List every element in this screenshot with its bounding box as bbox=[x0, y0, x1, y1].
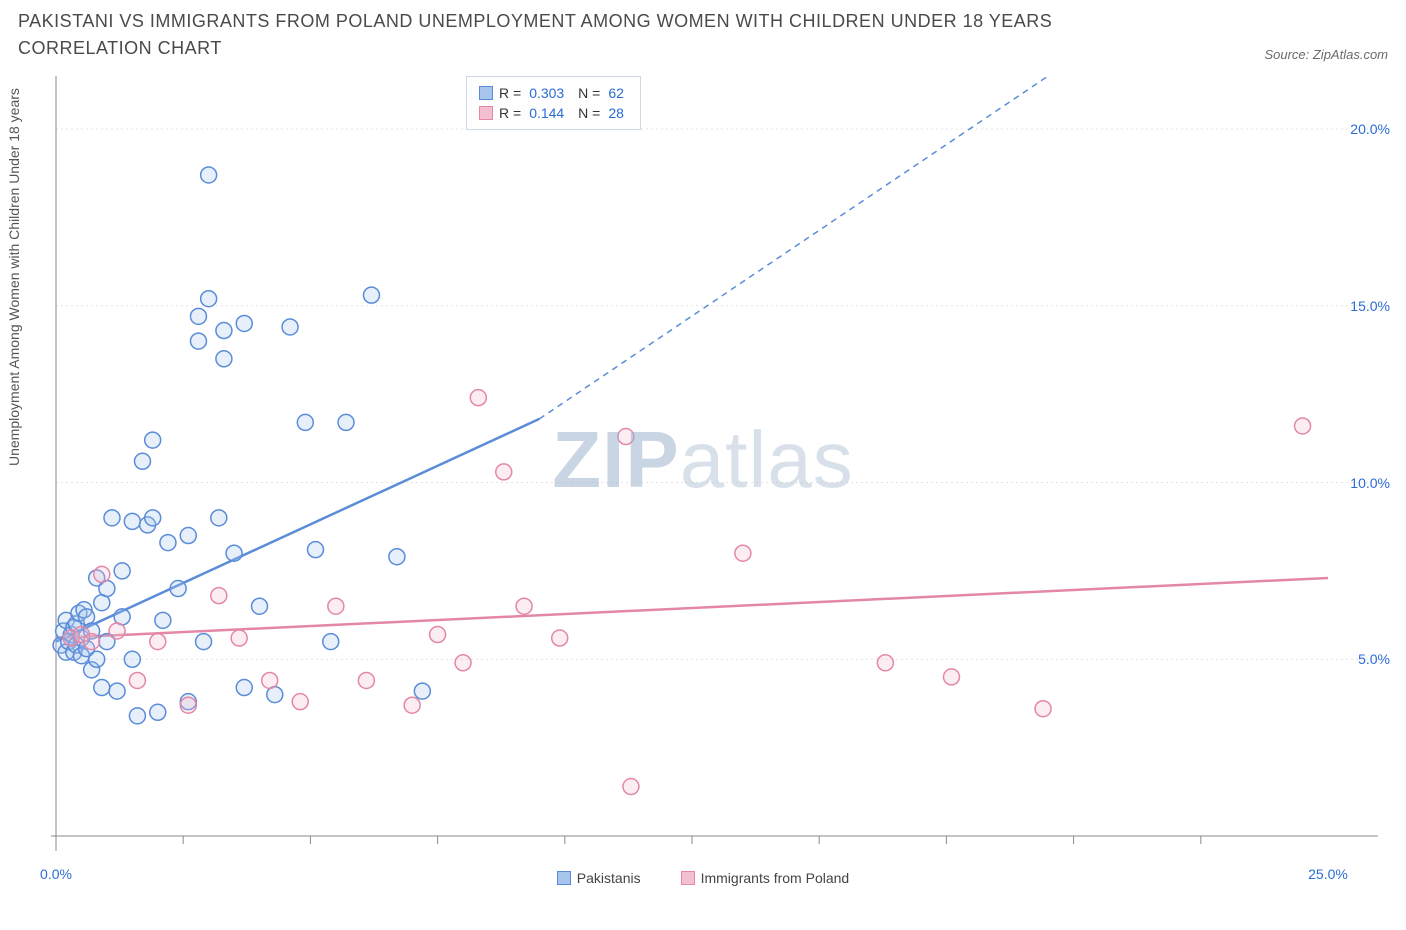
correlation-chart: PAKISTANI VS IMMIGRANTS FROM POLAND UNEM… bbox=[8, 8, 1398, 886]
legend-row-pakistanis: R = 0.303 N = 62 bbox=[479, 83, 628, 103]
legend-row-poland: R = 0.144 N = 28 bbox=[479, 103, 628, 123]
y-tick-label: 20.0% bbox=[1350, 121, 1390, 137]
swatch-icon bbox=[479, 86, 493, 100]
header-row: PAKISTANI VS IMMIGRANTS FROM POLAND UNEM… bbox=[8, 8, 1398, 66]
y-tick-label: 10.0% bbox=[1350, 475, 1390, 491]
scatter-plot-svg bbox=[8, 66, 1398, 886]
plot-area: Unemployment Among Women with Children U… bbox=[8, 66, 1398, 886]
correlation-legend: R = 0.303 N = 62 R = 0.144 N = 28 bbox=[466, 76, 641, 130]
swatch-icon bbox=[681, 871, 695, 885]
y-tick-label: 15.0% bbox=[1350, 298, 1390, 314]
legend-item-poland: Immigrants from Poland bbox=[681, 870, 850, 886]
y-tick-label: 5.0% bbox=[1358, 651, 1390, 667]
legend-item-pakistanis: Pakistanis bbox=[557, 870, 641, 886]
swatch-icon bbox=[557, 871, 571, 885]
swatch-icon bbox=[479, 106, 493, 120]
source-attribution: Source: ZipAtlas.com bbox=[1264, 47, 1388, 62]
series-legend: Pakistanis Immigrants from Poland bbox=[8, 870, 1398, 886]
chart-title: PAKISTANI VS IMMIGRANTS FROM POLAND UNEM… bbox=[18, 8, 1118, 62]
